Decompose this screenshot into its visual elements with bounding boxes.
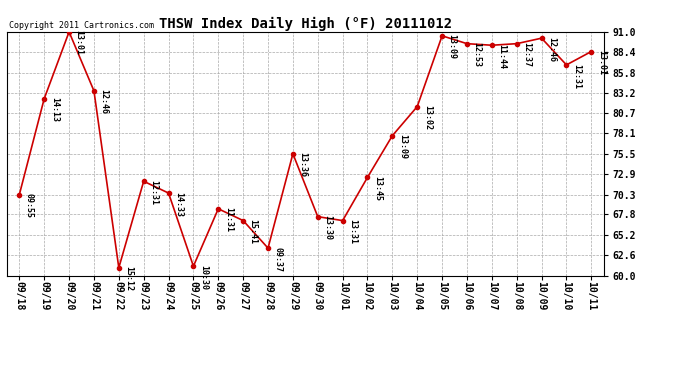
Text: 13:09: 13:09 [448, 34, 457, 59]
Text: 12:37: 12:37 [522, 42, 531, 67]
Text: Copyright 2011 Cartronics.com: Copyright 2011 Cartronics.com [10, 21, 155, 30]
Text: 12:46: 12:46 [547, 37, 556, 62]
Title: THSW Index Daily High (°F) 20111012: THSW Index Daily High (°F) 20111012 [159, 16, 452, 31]
Text: 12:46: 12:46 [99, 90, 108, 114]
Text: 12:31: 12:31 [572, 63, 581, 88]
Text: 14:33: 14:33 [174, 192, 183, 217]
Text: 10:30: 10:30 [199, 265, 208, 290]
Text: 13:01: 13:01 [75, 30, 83, 56]
Text: 15:41: 15:41 [248, 219, 257, 244]
Text: 13:09: 13:09 [398, 134, 407, 159]
Text: 12:53: 12:53 [473, 42, 482, 67]
Text: 13:31: 13:31 [348, 219, 357, 244]
Text: 13:45: 13:45 [373, 176, 382, 201]
Text: 14:13: 14:13 [50, 98, 59, 122]
Text: 11:31: 11:31 [224, 207, 233, 232]
Text: 15:12: 15:12 [124, 266, 133, 291]
Text: 09:55: 09:55 [25, 193, 34, 218]
Text: 13:30: 13:30 [324, 215, 333, 240]
Text: 13:01: 13:01 [597, 50, 606, 75]
Text: 13:02: 13:02 [423, 105, 432, 130]
Text: 11:44: 11:44 [497, 44, 506, 69]
Text: 13:36: 13:36 [299, 152, 308, 177]
Text: 12:31: 12:31 [149, 180, 158, 205]
Text: 09:37: 09:37 [273, 247, 283, 272]
